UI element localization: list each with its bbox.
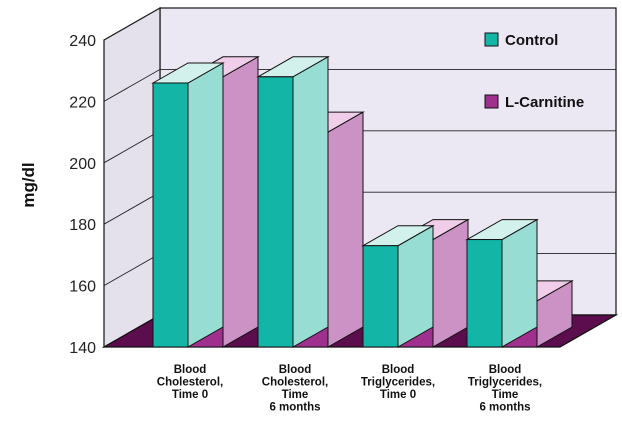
bar-front-face [466,239,503,348]
legend-swatch [484,94,499,109]
bar-side-face [222,55,259,348]
legend-label: L-Carnitine [505,94,584,111]
x-tick-label: Blood Triglycerides, Time 6 months [468,364,542,414]
y-tick-label: 240 [69,33,96,50]
bar-control [151,62,225,348]
side-wall [103,6,161,349]
x-tick-label: Blood Cholesterol, Time 0 [157,364,223,401]
x-axis-categories: Blood Cholesterol, Time 0 Blood Cholesterol,… [157,364,542,414]
bar-side-face [432,218,469,348]
gridline [103,68,616,102]
y-axis-ticks: 140 160 180 200 220 240 [69,33,96,357]
y-axis-label: mg/dl [19,162,38,207]
legend-label: Control [505,32,558,49]
bar-side-face [187,62,224,348]
y-tick-label: 180 [69,217,96,234]
y-tick-label: 220 [69,94,96,111]
bar-front-face [257,76,294,348]
bar-side-face [292,55,329,348]
legend-swatch [484,32,499,47]
y-tick-label: 140 [69,340,96,357]
bar-side-face [327,111,364,348]
gridline [103,7,616,41]
bar-side-face [501,218,538,348]
x-tick-label: Blood Cholesterol, Time 6 months [262,364,328,414]
bar-side-face [397,224,434,348]
legend: Control L-Carnitine [484,32,584,111]
y-tick-label: 160 [69,279,96,296]
bar-front-face [152,82,189,348]
bar-control [361,224,435,348]
bar-control [465,218,539,348]
bar-front-face [362,245,399,348]
bars [151,55,574,348]
bar-control [256,55,330,348]
x-tick-label: Blood Triglycerides, Time 0 [361,364,435,401]
y-tick-label: 200 [69,156,96,173]
